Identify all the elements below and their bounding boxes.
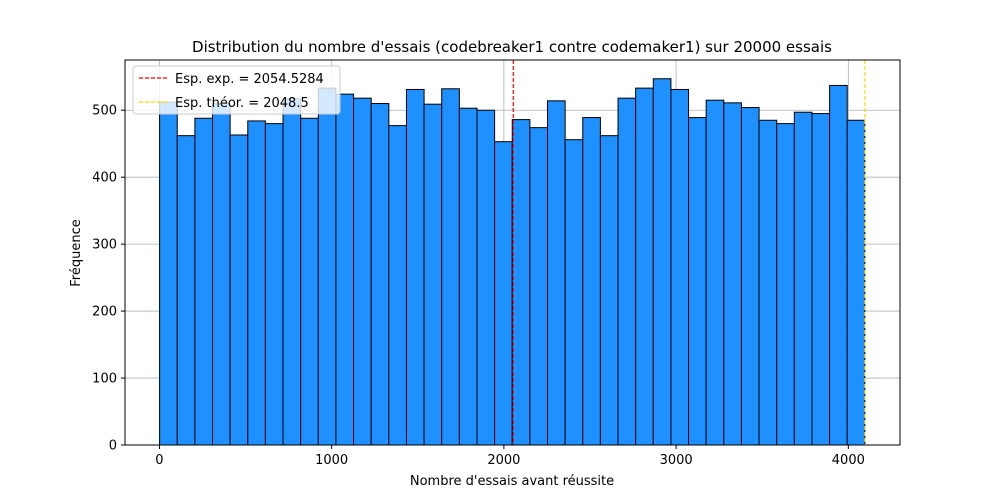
histogram-bar bbox=[547, 100, 566, 446]
x-axis-ticks: 0 1000 2000 3000 4000 bbox=[155, 445, 865, 468]
histogram-bar bbox=[335, 93, 355, 446]
histogram-bar bbox=[159, 101, 178, 446]
legend-box bbox=[132, 65, 341, 115]
histogram-bar bbox=[494, 141, 513, 446]
x-axis-label: Nombre d'essais avant réussite bbox=[410, 474, 614, 489]
histogram-bar bbox=[282, 98, 302, 446]
y-axis-label: Fréquence bbox=[69, 219, 84, 286]
histogram-bar bbox=[564, 139, 584, 446]
x-tick-label: 4000 bbox=[832, 453, 865, 468]
histogram-bar bbox=[441, 88, 460, 446]
histogram-bar bbox=[247, 120, 266, 446]
histogram-bar bbox=[476, 109, 496, 446]
expectation-lines bbox=[512, 60, 866, 445]
histogram-bar bbox=[688, 117, 707, 446]
histogram-bar bbox=[811, 113, 831, 446]
y-tick-label: 200 bbox=[92, 305, 117, 320]
histogram-bar bbox=[405, 88, 425, 446]
histogram-bar bbox=[317, 87, 337, 446]
histogram-bar bbox=[458, 107, 478, 446]
histogram-bar bbox=[776, 123, 795, 446]
y-axis-ticks: 0 100 200 300 400 500 bbox=[92, 104, 125, 454]
histogram-bar bbox=[635, 87, 654, 446]
histogram-bar bbox=[388, 125, 407, 446]
x-tick-label: 2000 bbox=[487, 453, 520, 468]
histogram-bar bbox=[511, 119, 531, 446]
x-tick-label: 3000 bbox=[660, 453, 693, 468]
x-tick-label: 0 bbox=[155, 453, 163, 468]
histogram-bar bbox=[723, 102, 742, 446]
y-tick-label: 500 bbox=[92, 104, 117, 119]
histogram-bar bbox=[705, 99, 725, 446]
legend-label-theo: Esp. théor. = 2048.5 bbox=[175, 96, 309, 111]
histogram-bar bbox=[264, 123, 284, 446]
histogram-bar bbox=[758, 119, 778, 446]
y-tick-label: 400 bbox=[92, 171, 117, 186]
x-tick-label: 1000 bbox=[315, 453, 348, 468]
histogram-bar bbox=[793, 111, 813, 446]
histogram-bar bbox=[582, 117, 601, 446]
histogram-bars bbox=[159, 78, 866, 446]
histogram-bar bbox=[652, 78, 672, 446]
chart-title: Distribution du nombre d'essais (codebre… bbox=[192, 38, 832, 56]
y-tick-label: 100 bbox=[92, 372, 117, 387]
y-tick-label: 300 bbox=[92, 238, 117, 253]
histogram-bar bbox=[599, 135, 619, 446]
legend: Esp. exp. = 2054.5284 Esp. théor. = 2048… bbox=[132, 65, 341, 115]
histogram-bar bbox=[176, 135, 196, 446]
histogram-bar bbox=[846, 119, 866, 446]
y-tick-label: 0 bbox=[109, 439, 117, 454]
plot-frame bbox=[124, 59, 901, 446]
histogram-bar bbox=[617, 97, 637, 446]
histogram-bar bbox=[353, 97, 372, 446]
histogram-bar bbox=[670, 88, 690, 446]
histogram-bar bbox=[529, 127, 549, 446]
histogram-bar bbox=[423, 103, 443, 446]
histogram-bar bbox=[370, 103, 390, 446]
legend-label-exp: Esp. exp. = 2054.5284 bbox=[175, 72, 324, 87]
histogram-bar bbox=[829, 84, 848, 446]
histogram-bar bbox=[194, 117, 214, 446]
histogram-bar bbox=[229, 134, 249, 446]
histogram-bar bbox=[740, 107, 760, 446]
histogram-bar bbox=[300, 117, 319, 446]
histogram-bar bbox=[212, 103, 231, 446]
